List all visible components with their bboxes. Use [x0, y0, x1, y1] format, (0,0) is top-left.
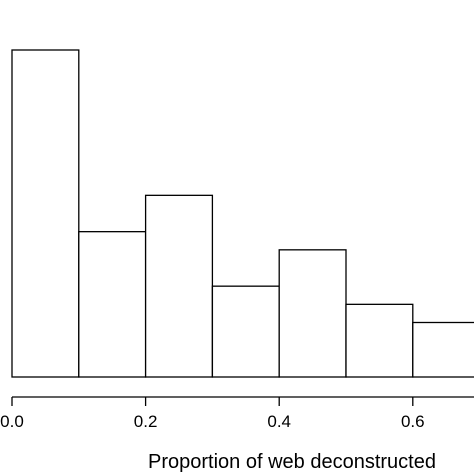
histogram-bar-4: [278, 249, 347, 378]
x-tick-label-2: 0.4: [267, 412, 291, 431]
histogram-bars: [11, 49, 474, 378]
histogram-bar-0: [11, 49, 80, 378]
histogram-bar-5: [345, 303, 414, 378]
x-tick-label-1: 0.2: [134, 412, 158, 431]
x-axis-title: Proportion of web deconstructed: [148, 451, 436, 473]
x-tick-label-0: 0.0: [0, 412, 24, 431]
histogram-bar-3: [211, 285, 280, 378]
histogram-bar-2: [144, 194, 214, 378]
histogram-bar-1: [78, 231, 147, 378]
histogram-bar-6: [412, 321, 474, 378]
x-tick-label-3: 0.6: [401, 412, 425, 431]
x-axis-ticks: 0.0 0.2 0.4 0.6: [0, 397, 425, 431]
